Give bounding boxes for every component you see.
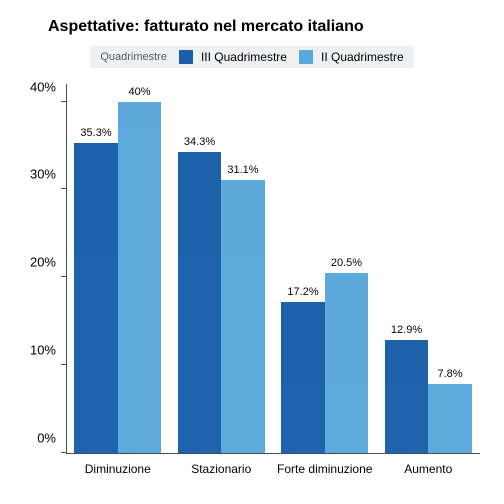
bar-value-label: 34.3%	[184, 136, 215, 148]
bar: 34.3%	[178, 152, 221, 453]
bar-group: 35.3%40%	[66, 84, 170, 453]
x-tick-label: Aumento	[377, 462, 481, 476]
bar-group: 34.3%31.1%	[170, 84, 274, 453]
chart-title: Aspettative: fatturato nel mercato itali…	[48, 18, 490, 36]
y-tick-label: 40%	[30, 79, 56, 94]
bar-value-label: 7.8%	[437, 368, 462, 380]
bar-group: 17.2%20.5%	[273, 84, 377, 453]
y-tick-label: 30%	[30, 167, 56, 182]
x-tick-label: Stazionario	[170, 462, 274, 476]
y-tick-label: 0%	[37, 431, 56, 446]
y-tick-label: 20%	[30, 255, 56, 270]
legend-swatch-1	[299, 50, 313, 64]
legend-group-label: Quadrimestre	[100, 51, 167, 63]
bar-value-label: 17.2%	[287, 286, 318, 298]
bar-group: 12.9%7.8%	[377, 84, 481, 453]
x-tick-label: Forte diminuzione	[273, 462, 377, 476]
x-axis-labels: DiminuzioneStazionarioForte diminuzioneA…	[66, 462, 480, 476]
chart-container: Aspettative: fatturato nel mercato itali…	[0, 0, 504, 504]
legend-item-0: III Quadrimestre	[201, 50, 287, 64]
bar-value-label: 40%	[128, 86, 150, 98]
bar-value-label: 12.9%	[391, 324, 422, 336]
chart-legend: Quadrimestre III Quadrimestre II Quadrim…	[90, 46, 413, 68]
bar-value-label: 20.5%	[331, 257, 362, 269]
bar: 35.3%	[74, 143, 117, 453]
bar: 12.9%	[385, 340, 428, 453]
bar: 20.5%	[325, 273, 368, 453]
legend-swatch-0	[179, 50, 193, 64]
y-tick-label: 10%	[30, 343, 56, 358]
bar-value-label: 31.1%	[227, 164, 258, 176]
legend-item-1: II Quadrimestre	[321, 50, 404, 64]
plot-area: 0%10%20%30%40% 35.3%40%34.3%31.1%17.2%20…	[66, 84, 480, 454]
bar: 7.8%	[428, 384, 471, 453]
bar: 40%	[118, 102, 161, 453]
x-tick-label: Diminuzione	[66, 462, 170, 476]
bar: 31.1%	[221, 180, 264, 453]
bar: 17.2%	[281, 302, 324, 453]
bar-value-label: 35.3%	[80, 127, 111, 139]
